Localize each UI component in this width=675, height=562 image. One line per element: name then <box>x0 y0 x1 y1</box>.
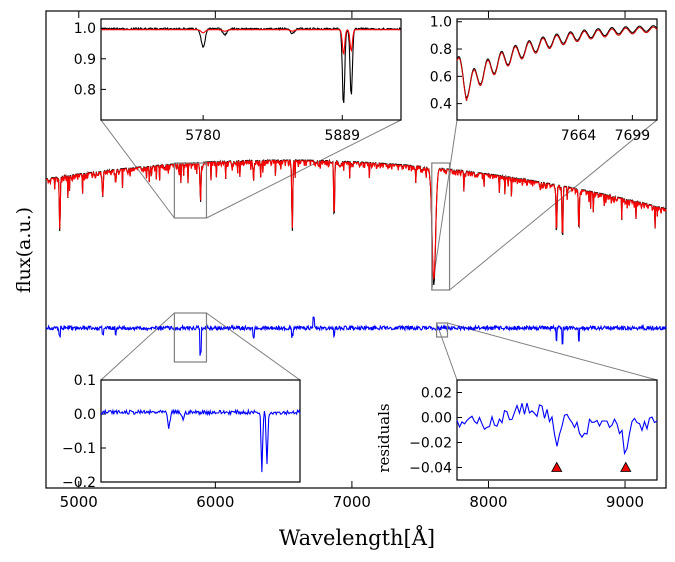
inset-model-line <box>101 29 401 56</box>
triangle-marker <box>551 461 563 472</box>
inset-frame <box>100 379 301 483</box>
main-plot-frame <box>45 10 667 489</box>
inset-y-tick-label: 0.6 <box>430 69 452 85</box>
x-tick-label: 9000 <box>606 493 644 511</box>
inset-y-tick-label: −0.1 <box>62 441 96 457</box>
inset-y-tick-label: 1.0 <box>430 15 452 31</box>
zoom-boxes <box>173 162 451 363</box>
inset-x-tick-label: 7664 <box>561 128 597 144</box>
zoom-box-telluric-model <box>431 162 451 291</box>
x-tick-label: 6000 <box>196 493 234 511</box>
inset-na-d-residuals: 0.1 0.0 −0.1 −0.2 <box>62 373 301 491</box>
inset-y-tick-label: 0.0 <box>74 407 96 423</box>
inset-y-tick-label: 0.02 <box>421 386 452 402</box>
inset-y-tick-label: 0.1 <box>74 373 96 389</box>
zoom-box-na-residuals <box>173 312 208 363</box>
insets: 0.8 0.9 1.0 5780 5889 0.4 0.6 0.8 1.0 7664 7699 0.1… <box>62 15 658 491</box>
inset-model-line <box>456 26 658 102</box>
zoom-connectors <box>100 119 658 381</box>
connector-line <box>100 312 175 381</box>
connector-line <box>449 119 658 291</box>
observed-spectrum-line <box>45 158 667 285</box>
inset-na-d-model: 0.8 0.9 1.0 5780 5889 <box>74 18 402 144</box>
inset-observed-line <box>100 26 401 104</box>
residuals-line <box>45 316 667 356</box>
triangle-marker <box>620 461 632 472</box>
inset-x-tick-label: 7699 <box>615 128 651 144</box>
inset-y-tick-label: 0.4 <box>430 97 452 113</box>
inset-y-tick-label: 0.8 <box>430 42 452 58</box>
inset-y-tick-label: −0.02 <box>409 436 452 452</box>
connector-line <box>206 119 402 219</box>
inset-residuals-line <box>100 408 301 473</box>
zoom-box-na-model <box>173 162 208 219</box>
x-tick-label: 8000 <box>469 493 507 511</box>
inset-x-tick-label: 5889 <box>324 128 360 144</box>
inset-y-tick-label: −0.04 <box>409 461 452 477</box>
model-spectrum-line <box>45 159 667 280</box>
inset-residuals-line <box>456 402 658 456</box>
inset-y-tick-label: 0.9 <box>74 52 96 68</box>
inset-x-tick-label: 5780 <box>185 128 221 144</box>
connector-line <box>431 119 458 291</box>
x-axis-title: Wavelength[Å] <box>279 525 435 550</box>
inset-y-tick-label: 1.0 <box>74 21 96 37</box>
main-spectra <box>45 158 667 356</box>
main-x-axis: 5000 6000 7000 8000 9000 <box>60 11 644 511</box>
inset-y-tick-label: −0.2 <box>62 475 96 491</box>
connector-line <box>436 322 458 381</box>
inset-y-tick-label: 0.8 <box>74 82 96 98</box>
x-tick-label: 7000 <box>333 493 371 511</box>
connector-line <box>447 322 658 381</box>
x-tick-label: 5000 <box>60 493 98 511</box>
inset-red-end-residuals: 0.02 0.00 −0.02 −0.04 residuals <box>375 379 658 481</box>
inset-y-tick-label: 0.00 <box>421 411 452 427</box>
inset-frame <box>100 18 402 121</box>
inset-telluric-band-model: 0.4 0.6 0.8 1.0 7664 7699 <box>430 15 658 144</box>
residuals-axis-title: residuals <box>375 403 393 472</box>
connector-line <box>206 312 301 381</box>
zoom-box-red-residuals <box>435 322 449 338</box>
y-axis-title: flux(a.u.) <box>13 207 35 293</box>
